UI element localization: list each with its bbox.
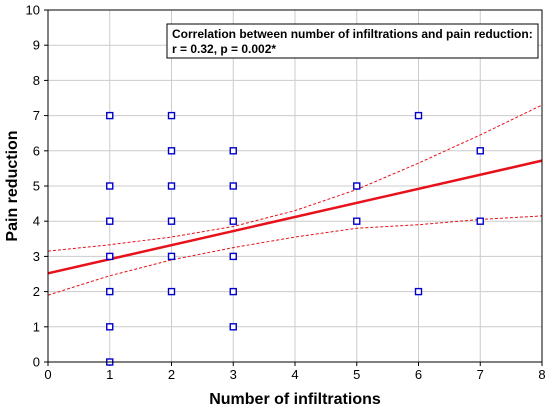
y-tick-label: 8: [33, 73, 40, 88]
x-tick-label: 4: [291, 367, 298, 382]
confidence-band: [47, 104, 543, 296]
y-tick-label: 10: [26, 3, 40, 18]
y-tick-label: 0: [33, 355, 40, 370]
data-point: [167, 217, 176, 225]
annotation-box: Correlation between number of infiltrati…: [166, 23, 539, 59]
data-point: [229, 323, 237, 331]
data-point: [229, 287, 237, 296]
x-tick-label: 8: [538, 367, 545, 382]
regression-line: [47, 159, 543, 275]
data-point: [106, 287, 114, 296]
confidence-upper-line: [47, 104, 543, 252]
data-point: [167, 287, 176, 296]
axis-ticks: 0 1 2 3 4 5 6 7 8 0 1 2 3 4 5 6 7 8 9 10: [26, 3, 546, 383]
data-point: [229, 182, 237, 190]
data-point: [167, 182, 176, 190]
x-tick-label: 3: [230, 367, 237, 382]
y-tick-label: 7: [33, 108, 40, 123]
data-point: [476, 147, 484, 155]
y-tick-label: 5: [33, 179, 40, 194]
x-tick-label: 0: [44, 367, 51, 382]
data-point: [229, 252, 237, 261]
y-tick-label: 9: [33, 38, 40, 53]
data-point: [106, 111, 114, 120]
y-tick-label: 6: [33, 143, 40, 158]
y-axis-title: Pain reduction: [4, 130, 21, 241]
y-tick-label: 2: [33, 284, 40, 299]
x-tick-label: 2: [168, 367, 175, 382]
annotation-line-2: r = 0.32, p = 0.002*: [172, 42, 276, 56]
confidence-lower-line: [47, 215, 543, 296]
data-point: [106, 323, 114, 331]
data-point: [353, 217, 361, 225]
data-point: [476, 217, 484, 225]
annotation-frame: [166, 23, 539, 59]
plot-frame: [47, 9, 543, 363]
data-point: [229, 217, 237, 225]
data-point: [414, 287, 423, 296]
x-tick-label: 1: [106, 367, 113, 382]
y-tick-label: 1: [33, 319, 40, 334]
regression-line-group: [47, 159, 543, 275]
data-point: [106, 252, 114, 261]
data-point: [353, 182, 361, 190]
data-point: [229, 147, 237, 155]
data-point: [167, 252, 176, 261]
annotation-line-1: Correlation between number of infiltrati…: [172, 27, 533, 41]
data-points: [106, 111, 484, 366]
x-tick-label: 5: [353, 367, 360, 382]
data-point: [106, 217, 114, 225]
y-tick-label: 4: [33, 214, 40, 229]
data-point: [167, 147, 176, 155]
data-point: [414, 111, 423, 120]
x-axis-title: Number of infiltrations: [209, 391, 381, 408]
grid: [48, 10, 542, 362]
data-point: [106, 182, 114, 190]
x-tick-label: 7: [477, 367, 484, 382]
data-point: [167, 111, 176, 120]
x-tick-label: 6: [415, 367, 422, 382]
y-tick-label: 3: [33, 249, 40, 264]
